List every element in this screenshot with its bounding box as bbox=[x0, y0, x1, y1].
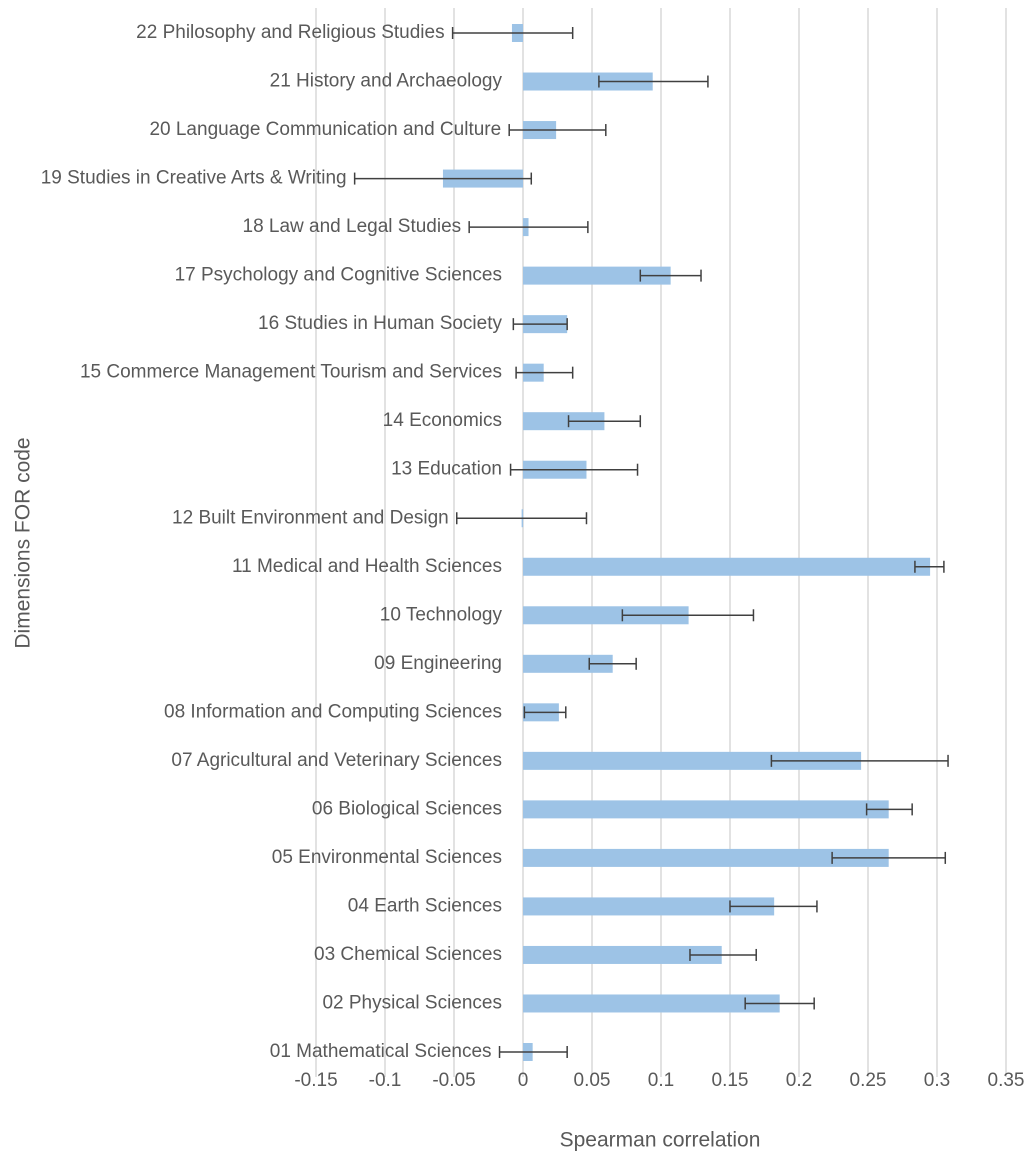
y-tick-label: 22 Philosophy and Religious Studies bbox=[136, 22, 444, 43]
error-bar bbox=[523, 706, 567, 719]
error-bar bbox=[621, 609, 755, 622]
error-bar bbox=[353, 172, 533, 185]
error-bar bbox=[639, 269, 702, 282]
error-bar bbox=[744, 997, 815, 1010]
error-bar bbox=[865, 803, 913, 816]
bar bbox=[523, 751, 862, 770]
x-tick-label: 0.3 bbox=[924, 1070, 950, 1091]
x-tick-label: 0.15 bbox=[712, 1070, 749, 1091]
bar bbox=[523, 606, 689, 625]
x-tick-label: -0.1 bbox=[369, 1070, 402, 1091]
error-bar bbox=[498, 1046, 568, 1058]
error-bar bbox=[729, 900, 818, 913]
y-tick-label: 16 Studies in Human Society bbox=[258, 313, 502, 334]
y-tick-label: 18 Law and Legal Studies bbox=[243, 216, 462, 237]
bar bbox=[523, 654, 613, 673]
error-bar bbox=[588, 657, 637, 670]
error-bar bbox=[567, 415, 642, 428]
x-tick-label: 0.25 bbox=[850, 1070, 887, 1091]
x-axis-title: Spearman correlation bbox=[560, 1129, 761, 1152]
y-tick-label: 05 Environmental Sciences bbox=[272, 847, 502, 868]
x-tick-label: 0.2 bbox=[786, 1070, 812, 1091]
bar bbox=[523, 994, 780, 1013]
y-tick-label: 10 Technology bbox=[380, 604, 503, 625]
bar bbox=[523, 557, 931, 576]
x-tick-label: -0.15 bbox=[294, 1070, 337, 1091]
error-bar bbox=[512, 318, 568, 331]
x-tick-label: 0.05 bbox=[574, 1070, 611, 1091]
y-axis-title: Dimensions FOR code bbox=[12, 437, 35, 648]
error-bar bbox=[456, 512, 588, 525]
error-bar bbox=[509, 463, 639, 476]
y-tick-label: 17 Psychology and Cognitive Sciences bbox=[175, 265, 502, 286]
x-tick-label: -0.05 bbox=[432, 1070, 475, 1091]
y-tick-label: 08 Information and Computing Sciences bbox=[164, 701, 502, 722]
error-bar bbox=[468, 221, 589, 234]
y-tick-label: 09 Engineering bbox=[374, 653, 502, 674]
y-tick-label: 07 Agricultural and Veterinary Sciences bbox=[171, 750, 502, 771]
y-tick-label: 11 Medical and Health Sciences bbox=[232, 556, 502, 577]
y-tick-label: 01 Mathematical Sciences bbox=[270, 1041, 492, 1062]
y-tick-label: 12 Built Environment and Design bbox=[172, 507, 449, 528]
y-tick-label: 03 Chemical Sciences bbox=[314, 944, 502, 965]
x-tick-label: 0 bbox=[518, 1070, 529, 1091]
error-bar bbox=[515, 366, 574, 379]
x-tick-label: 0.1 bbox=[648, 1070, 674, 1091]
error-bar bbox=[914, 560, 945, 573]
x-tick-label: 0.35 bbox=[988, 1070, 1025, 1091]
y-tick-label: 20 Language Communication and Culture bbox=[149, 119, 501, 140]
y-tick-label: 02 Physical Sciences bbox=[322, 992, 502, 1013]
bar bbox=[523, 266, 671, 285]
y-tick-label: 06 Biological Sciences bbox=[312, 798, 502, 819]
error-bar bbox=[831, 851, 947, 864]
bar bbox=[523, 72, 653, 91]
y-tick-label: 19 Studies in Creative Arts & Writing bbox=[41, 168, 347, 189]
bar bbox=[523, 945, 722, 964]
y-tick-label: 21 History and Archaeology bbox=[270, 71, 503, 92]
bar bbox=[523, 412, 605, 431]
error-bar bbox=[451, 27, 574, 39]
error-bar bbox=[598, 75, 709, 88]
error-bar bbox=[689, 948, 757, 961]
bar bbox=[523, 800, 889, 819]
bar bbox=[523, 848, 889, 867]
bar bbox=[523, 897, 775, 916]
y-tick-label: 15 Commerce Management Tourism and Servi… bbox=[80, 362, 502, 383]
y-tick-label: 14 Economics bbox=[383, 410, 502, 431]
error-bar bbox=[508, 124, 607, 137]
y-tick-label: 13 Education bbox=[391, 459, 502, 480]
error-bar bbox=[770, 754, 949, 767]
y-tick-label: 04 Earth Sciences bbox=[348, 895, 502, 916]
